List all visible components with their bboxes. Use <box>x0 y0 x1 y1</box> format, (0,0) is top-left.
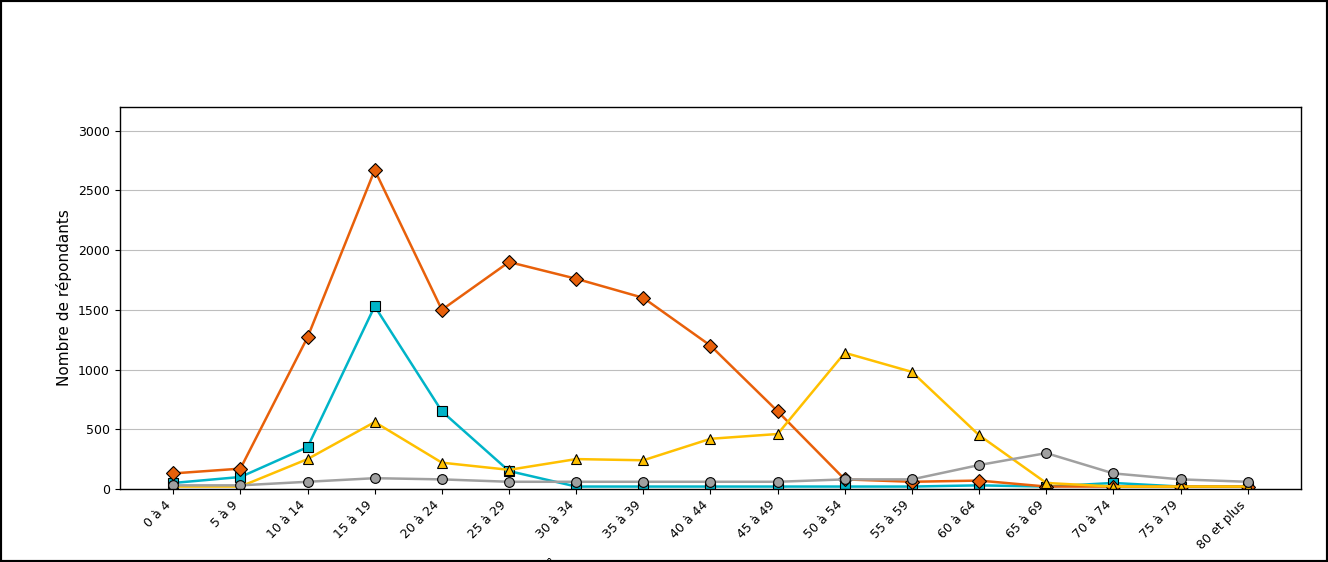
Adulte plus âgé (50 à 64 ans) <box>1240 483 1256 490</box>
Jeune (13 à 24 ans) <box>1105 479 1121 486</box>
Adulte (25 à 49 ans) <box>165 470 181 477</box>
Adulte plus âgé (50 à 64 ans) <box>434 459 450 466</box>
Line: Jeune (13 à 24 ans): Jeune (13 à 24 ans) <box>169 301 1252 491</box>
Aîné (65 ans et plus) <box>568 478 584 485</box>
Adulte (25 à 49 ans) <box>300 334 316 341</box>
Adulte (25 à 49 ans) <box>1038 483 1054 490</box>
Jeune (13 à 24 ans) <box>635 483 651 490</box>
Adulte (25 à 49 ans) <box>904 478 920 485</box>
Adulte plus âgé (50 à 64 ans) <box>1173 483 1189 490</box>
Jeune (13 à 24 ans) <box>904 483 920 490</box>
Jeune (13 à 24 ans) <box>837 483 853 490</box>
Jeune (13 à 24 ans) <box>1173 483 1189 490</box>
Adulte (25 à 49 ans) <box>837 476 853 483</box>
Aîné (65 ans et plus) <box>770 478 786 485</box>
Aîné (65 ans et plus) <box>1105 470 1121 477</box>
Adulte (25 à 49 ans) <box>770 408 786 415</box>
Aîné (65 ans et plus) <box>1173 476 1189 483</box>
Aîné (65 ans et plus) <box>165 482 181 489</box>
Adulte plus âgé (50 à 64 ans) <box>837 350 853 356</box>
Aîné (65 ans et plus) <box>971 462 987 469</box>
Adulte plus âgé (50 à 64 ans) <box>770 430 786 437</box>
Adulte (25 à 49 ans) <box>703 342 718 349</box>
Jeune (13 à 24 ans) <box>165 479 181 486</box>
Adulte plus âgé (50 à 64 ans) <box>971 432 987 438</box>
Adulte (25 à 49 ans) <box>1105 483 1121 490</box>
Y-axis label: Nombre de répondants: Nombre de répondants <box>56 210 72 386</box>
Adulte plus âgé (50 à 64 ans) <box>635 457 651 464</box>
X-axis label: Âge de la première expérience d'itinérance: Âge de la première expérience d'itinéran… <box>544 558 876 562</box>
Adulte (25 à 49 ans) <box>232 465 248 472</box>
Aîné (65 ans et plus) <box>703 478 718 485</box>
Aîné (65 ans et plus) <box>300 478 316 485</box>
Adulte plus âgé (50 à 64 ans) <box>1038 479 1054 486</box>
Jeune (13 à 24 ans) <box>770 483 786 490</box>
Jeune (13 à 24 ans) <box>232 474 248 481</box>
Adulte plus âgé (50 à 64 ans) <box>232 483 248 490</box>
Aîné (65 ans et plus) <box>501 478 517 485</box>
Adulte (25 à 49 ans) <box>434 306 450 313</box>
Adulte plus âgé (50 à 64 ans) <box>367 419 382 425</box>
Adulte (25 à 49 ans) <box>971 477 987 484</box>
Adulte plus âgé (50 à 64 ans) <box>568 456 584 463</box>
Aîné (65 ans et plus) <box>837 476 853 483</box>
Jeune (13 à 24 ans) <box>300 444 316 451</box>
Aîné (65 ans et plus) <box>434 476 450 483</box>
Adulte plus âgé (50 à 64 ans) <box>165 483 181 490</box>
Adulte plus âgé (50 à 64 ans) <box>703 436 718 442</box>
Aîné (65 ans et plus) <box>635 478 651 485</box>
Jeune (13 à 24 ans) <box>367 303 382 310</box>
Adulte plus âgé (50 à 64 ans) <box>1105 483 1121 490</box>
Aîné (65 ans et plus) <box>1240 478 1256 485</box>
Adulte plus âgé (50 à 64 ans) <box>904 369 920 375</box>
Jeune (13 à 24 ans) <box>1240 483 1256 490</box>
Aîné (65 ans et plus) <box>232 482 248 489</box>
Jeune (13 à 24 ans) <box>703 483 718 490</box>
Jeune (13 à 24 ans) <box>434 408 450 415</box>
Jeune (13 à 24 ans) <box>1038 483 1054 490</box>
Aîné (65 ans et plus) <box>904 476 920 483</box>
Aîné (65 ans et plus) <box>1038 450 1054 456</box>
Line: Aîné (65 ans et plus): Aîné (65 ans et plus) <box>169 448 1252 490</box>
Aîné (65 ans et plus) <box>367 475 382 482</box>
Adulte (25 à 49 ans) <box>635 294 651 301</box>
Jeune (13 à 24 ans) <box>501 468 517 474</box>
Adulte (25 à 49 ans) <box>501 259 517 265</box>
Adulte (25 à 49 ans) <box>568 275 584 282</box>
Adulte (25 à 49 ans) <box>367 167 382 174</box>
Jeune (13 à 24 ans) <box>971 482 987 489</box>
Adulte (25 à 49 ans) <box>1240 483 1256 490</box>
Line: Adulte plus âgé (50 à 64 ans): Adulte plus âgé (50 à 64 ans) <box>169 348 1252 491</box>
Jeune (13 à 24 ans) <box>568 483 584 490</box>
Adulte (25 à 49 ans) <box>1173 483 1189 490</box>
Line: Adulte (25 à 49 ans): Adulte (25 à 49 ans) <box>169 165 1252 491</box>
Adulte plus âgé (50 à 64 ans) <box>300 456 316 463</box>
Adulte plus âgé (50 à 64 ans) <box>501 466 517 473</box>
